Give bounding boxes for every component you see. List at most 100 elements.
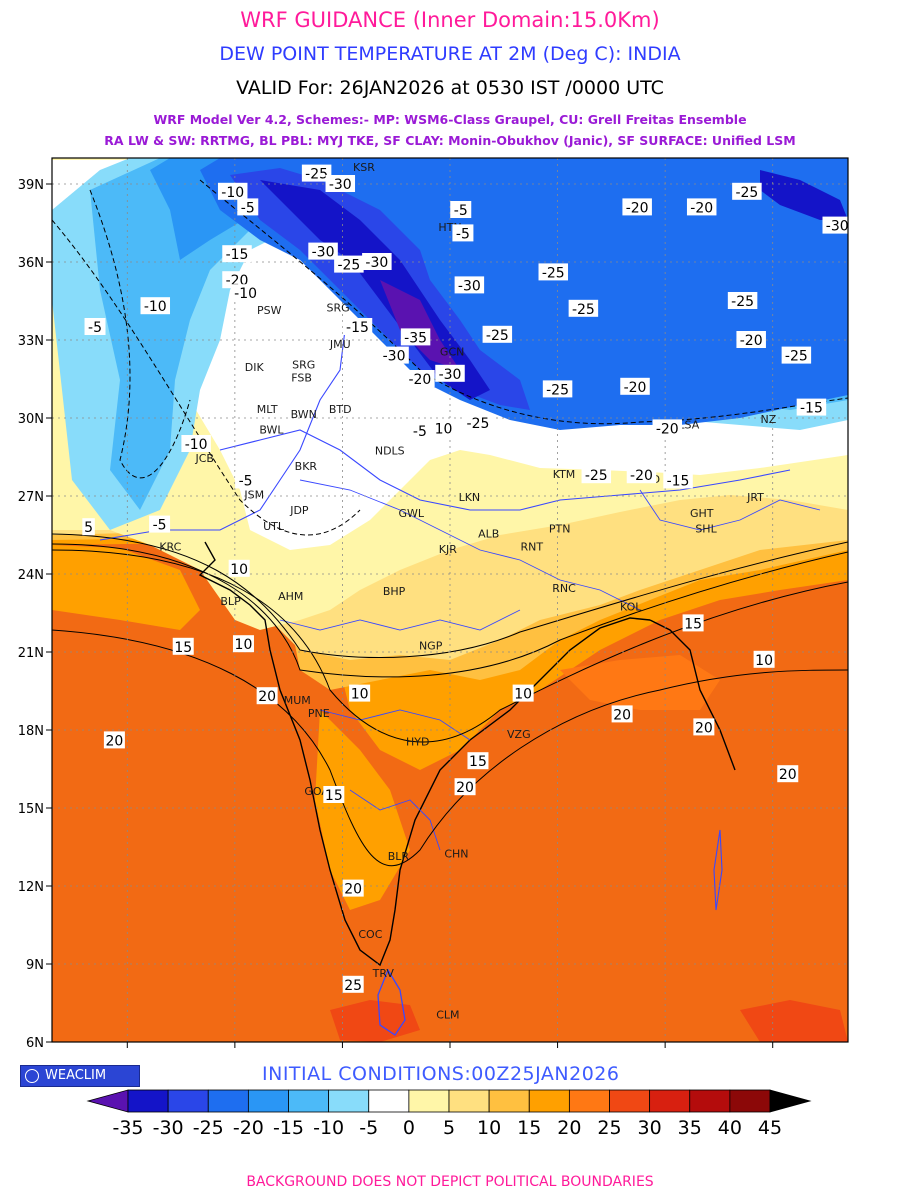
contour-label-box [308,242,338,260]
colorbar-label: 10 [477,1117,501,1139]
city-label: SHL [695,522,717,535]
contour-label: -25 [735,185,758,201]
contour-label-box [433,419,455,437]
contour-label: 20 [613,707,631,723]
contour-label: -20 [408,372,431,388]
peninsula-band-15-20 [315,710,410,910]
contour-label-box [538,263,569,281]
city-label: JCB [195,452,214,465]
contour-label: -20 [690,200,713,216]
contour-label-box [342,879,364,897]
lat-label: 21N [18,646,44,661]
boundary-west [99,329,346,541]
dewpoint-core-below-minus35 [380,280,460,370]
colorbar-label: 20 [557,1117,581,1139]
contour-label: -15 [346,320,369,336]
city-label: CHN [444,847,468,860]
contour-label: -30 [458,278,481,294]
contour-label-box [626,466,657,484]
colorbar-box [288,1089,330,1113]
contour-label-box [232,635,254,653]
colorbar-box [328,1089,370,1113]
colorbar-label: 15 [517,1117,541,1139]
boundary-states-south [319,709,471,741]
city-label: DIK [245,361,265,374]
boundary-states-north [299,479,641,611]
colorbar-box [448,1089,490,1113]
contour-label-box [342,975,364,993]
contour-label: 15 [469,754,487,770]
contour-line-minus20 [199,179,848,425]
city-label: TRV [372,967,395,980]
weaclim-logo: WEACLIM [20,1065,140,1087]
initial-conditions: INITIAL CONDITIONS:00Z25JAN2026 [262,1063,620,1085]
contour-label-box [822,216,848,234]
boundary-himalaya [219,429,791,511]
dew-point-map: KSR HTN SRG PSW JMU DIK SRG FSB GCN MLT BWL BWN BTD J… [0,150,900,1050]
contour-label-box [568,299,599,317]
city-label: GHT [690,507,714,520]
contour-label: -30 [383,349,406,365]
colorbar-label: -5 [359,1117,378,1139]
contour-label-box [796,398,827,416]
city-label: JMU [329,338,351,351]
contour-line-20 [52,629,848,867]
map-axes: 39N36N33N30N27N24N21N18N15N12N9N6N65E70E… [18,178,774,1050]
contour-label: -20 [630,468,653,484]
contour-label: 20 [779,767,797,783]
contour-label: 10 [230,562,248,578]
lat-label: 18N [18,724,44,739]
colorbar-label: 5 [443,1117,455,1139]
contour-label: -5 [456,226,470,242]
city-label: BWL [259,424,284,437]
contour-label: -5 [454,203,468,219]
city-label: BTD [329,403,352,416]
contour-label-box [732,182,762,200]
contour-line-15 [52,549,848,743]
city-label: BLR [388,850,410,863]
city-label: BLP [220,595,241,608]
city-label: AHM [278,590,303,603]
colorbar-box [488,1089,530,1113]
contour-label-box [217,182,248,200]
contour-label-box [228,559,250,577]
contour-label-box [82,518,95,536]
contour-label-box [325,175,356,192]
contour-line-10 [52,543,848,678]
contour-label: 20 [344,882,362,898]
contour-label: 25 [344,978,362,994]
coastline-srilanka [377,968,406,1036]
contour-label-box [777,765,799,783]
contour-label: -25 [572,302,595,318]
colorbar-box [528,1089,570,1113]
city-label: LKN [459,491,481,504]
contour-label: -5 [413,424,427,440]
contour-label-box [362,253,392,270]
contour-label-box [753,650,775,668]
colorbar-label: -35 [112,1117,143,1139]
colorbar-low-arrow [86,1089,129,1113]
coastline-bay-east [649,619,736,771]
contour-label: 20 [258,689,276,705]
contour-label: -30 [329,177,352,193]
contour-label: 10 [755,653,773,669]
contour-label-box [222,271,252,289]
contour-label: -5 [241,200,255,216]
contour-label-box [172,637,194,655]
contour-label-box [736,331,766,348]
contour-label: -20 [626,200,649,216]
contour-label: -10 [221,185,244,201]
contour-label: 15 [684,616,702,632]
contour-label-box [611,705,633,723]
city-label: JRT [746,491,764,504]
contour-label: -15 [667,473,690,489]
contour-label-box [84,318,106,335]
contour-label-box [620,377,650,395]
contour-label-box [301,164,332,182]
contour-label: -25 [546,382,569,398]
city-label: PSW [257,304,282,317]
colorbar-box [689,1089,731,1113]
contour-label-box [334,255,364,273]
contour-label-box [686,198,717,216]
